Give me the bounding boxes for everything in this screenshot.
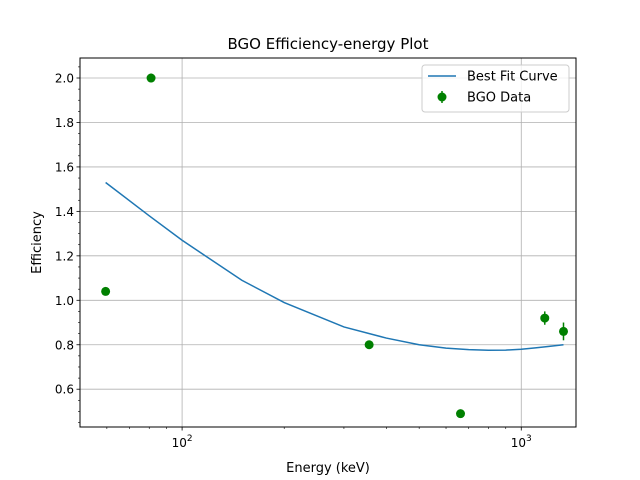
data-point — [364, 340, 374, 350]
legend-label-best-fit-curve: Best Fit Curve — [467, 70, 558, 85]
legend-box — [421, 64, 570, 113]
legend: Best Fit Curve BGO Data — [421, 64, 570, 113]
plot-series — [101, 73, 568, 419]
y-tick-label: 1.2 — [55, 249, 74, 263]
y-tick-label: 1.8 — [55, 116, 74, 130]
chart-title: BGO Efficiency-energy Plot — [228, 35, 429, 53]
plot-frame — [79, 57, 577, 428]
data-point — [540, 313, 550, 323]
y-tick-label: 0.6 — [55, 383, 74, 397]
data-point — [146, 73, 156, 83]
y-tick-label: 2.0 — [55, 72, 74, 86]
legend-swatch-bgo-data-marker — [437, 92, 447, 102]
x-axis-label: Energy (keV) — [286, 461, 370, 476]
best-fit-curve — [105, 181, 564, 352]
y-tick-label: 1.0 — [55, 294, 74, 308]
y-tick-label: 1.6 — [55, 160, 74, 174]
legend-label-bgo-data: BGO Data — [467, 91, 531, 106]
grid-lines — [80, 58, 576, 427]
y-tick-label: 1.4 — [55, 205, 74, 219]
y-tick-label: 0.8 — [55, 338, 74, 352]
data-point — [456, 409, 466, 419]
data-point — [101, 286, 111, 296]
data-point — [558, 326, 568, 336]
y-axis-label: Efficiency — [30, 211, 45, 274]
